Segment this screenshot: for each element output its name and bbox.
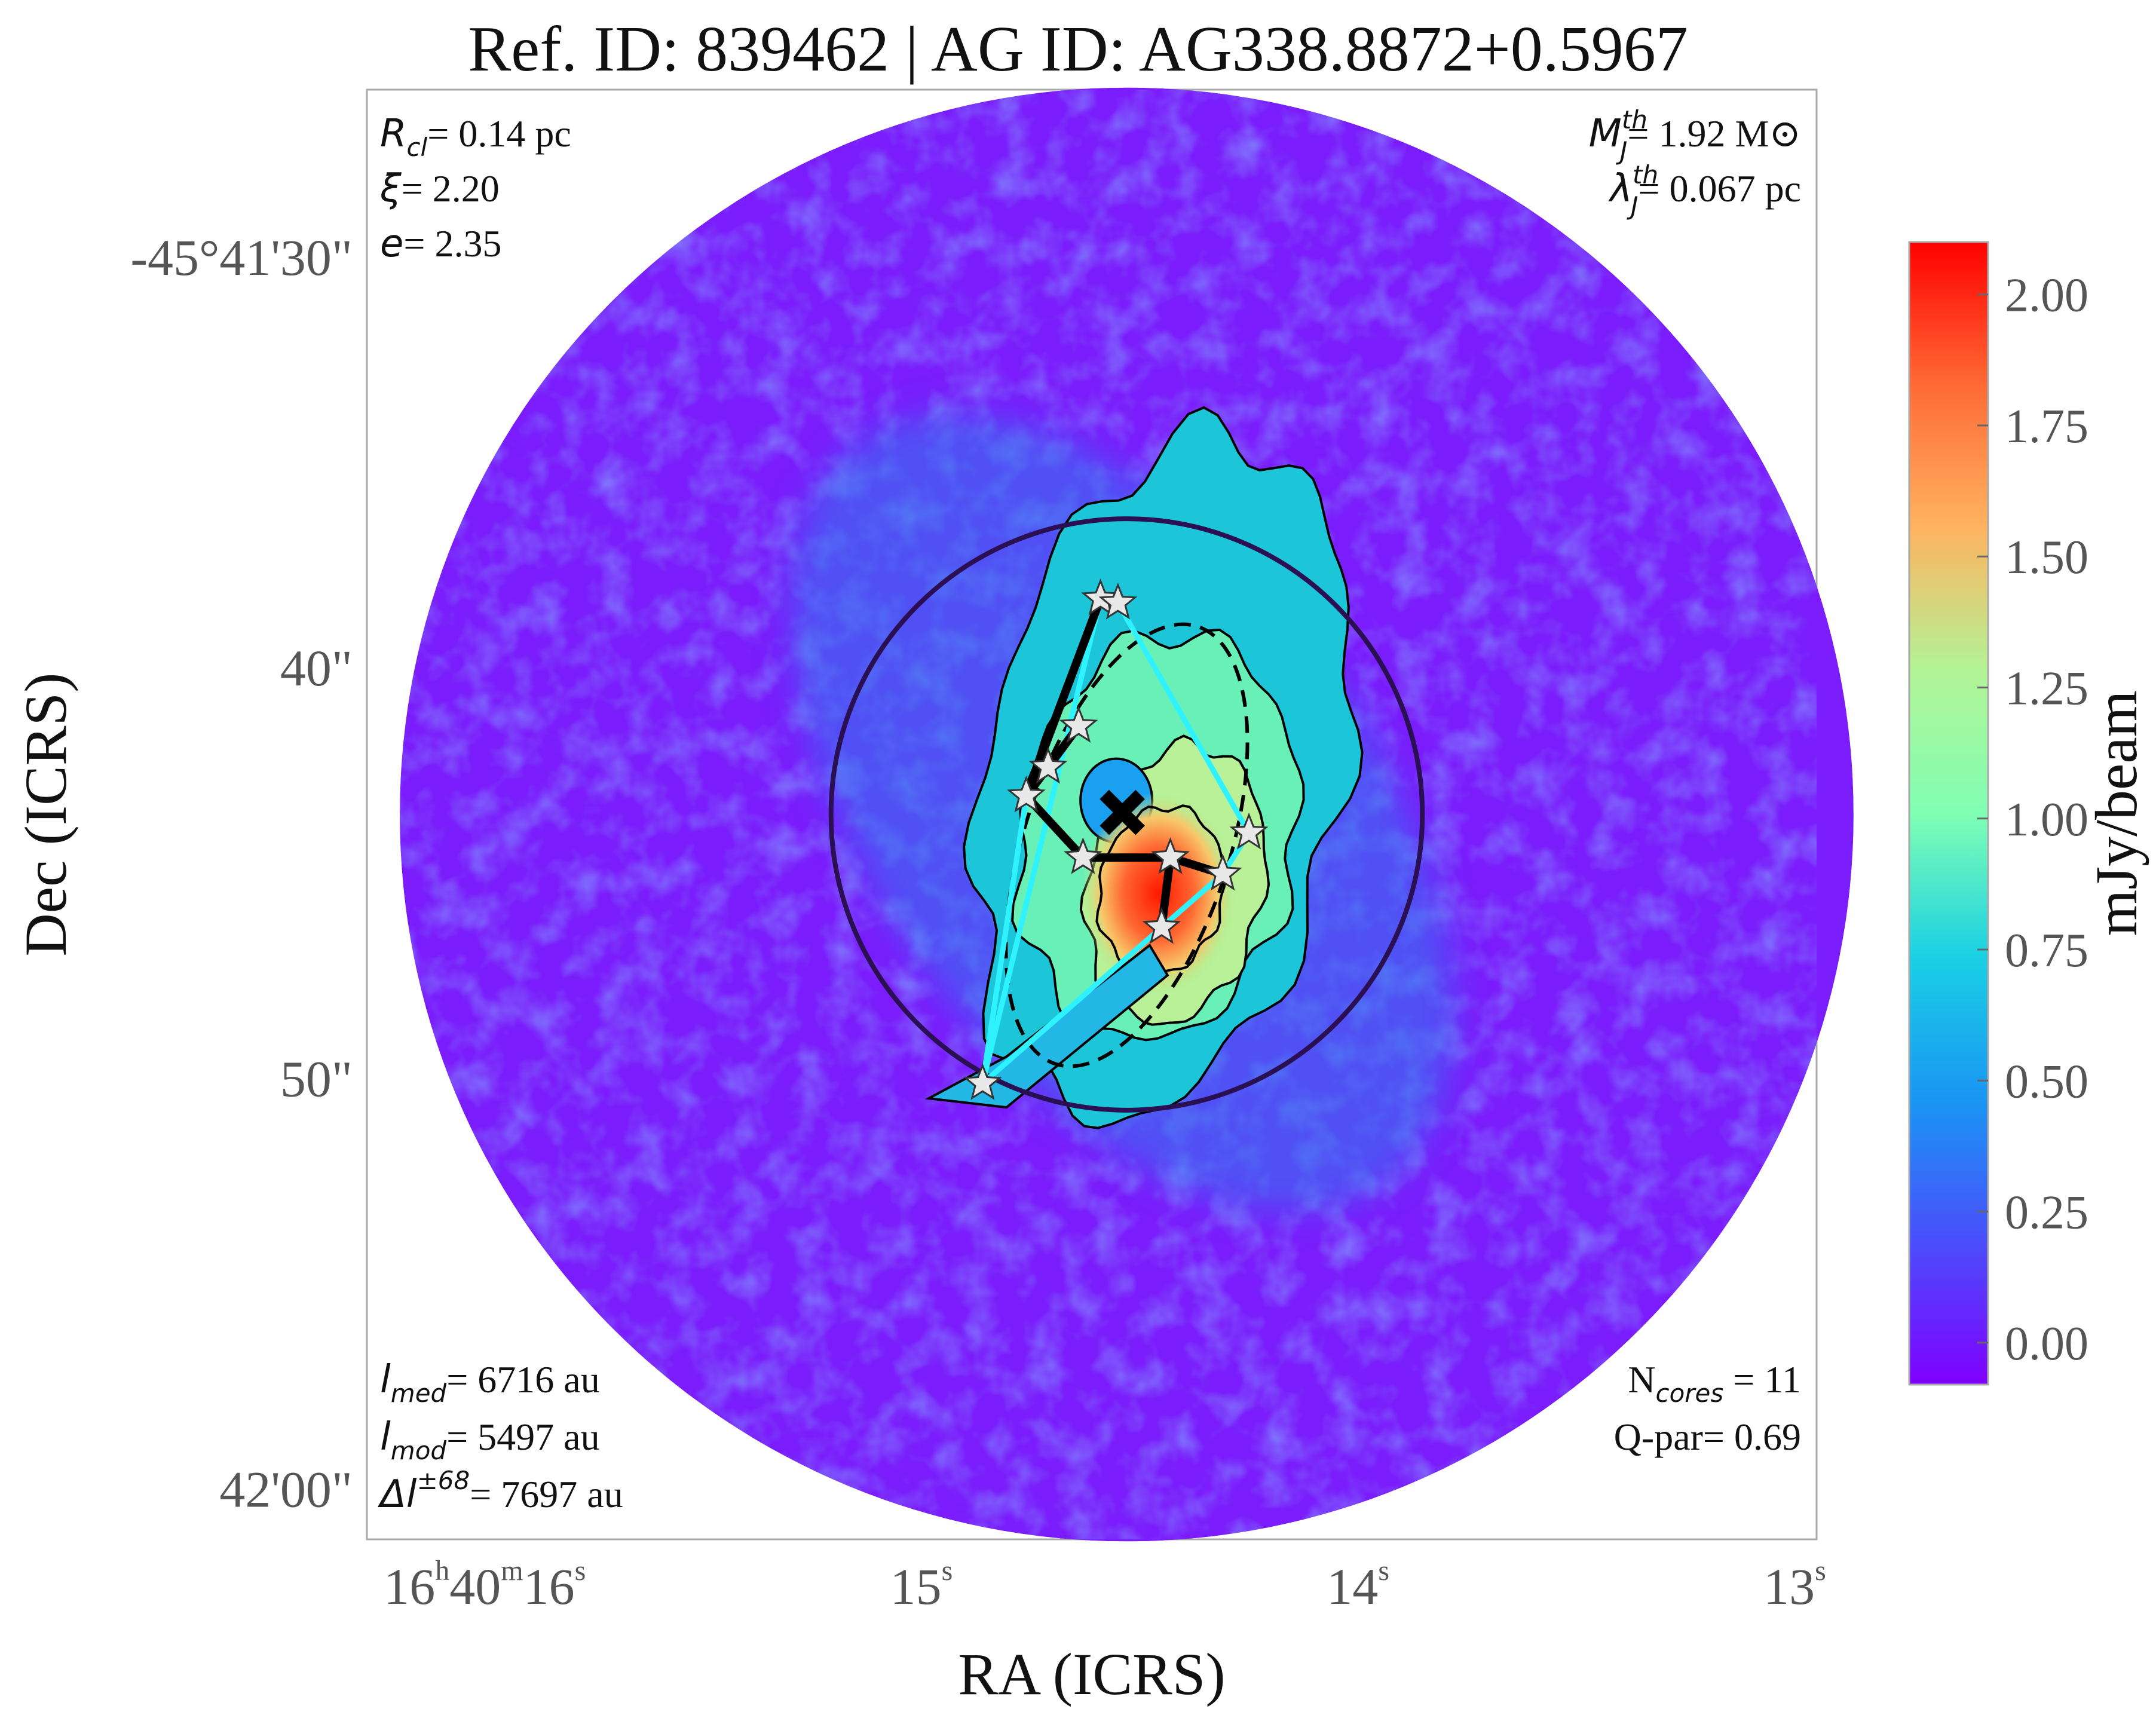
x-tick-label: 15s (890, 1555, 953, 1615)
x-tick-1: 15s (890, 1555, 953, 1615)
y-axis-ticks: -45°41'30" 40" 50" 42'00" (130, 229, 353, 1518)
hull-edge-11-5 (979, 793, 1029, 1086)
annotation-top-left: Rcl= 0.14 pc ξ= 2.20 e= 2.35 (379, 112, 571, 266)
core-star-2 (1098, 583, 1138, 620)
colorbar-tick-label-8: 2.00 (2005, 270, 2088, 322)
annotation-bl-2: Δl±68= 7697 au (377, 1466, 623, 1517)
core-star-6 (1064, 837, 1102, 874)
y-tick-label-3: 42'00" (219, 1461, 353, 1518)
hull-edge-2-8 (1115, 600, 1252, 836)
x-tick-label: 14s (1327, 1555, 1389, 1615)
x-tick-2: 14s (1327, 1555, 1389, 1615)
colorbar-label: mJy/beam (2083, 690, 2149, 936)
colorbar-tick-label-1: 0.25 (2005, 1187, 2088, 1239)
colorbar-ticks: 0.00 0.25 0.50 0.75 1.00 1.25 1.50 1.75 2.00 (1977, 270, 2088, 1370)
annotation-bl-0: lmed= 6716 au (380, 1358, 600, 1408)
cluster-radius-circle (828, 516, 1425, 1113)
x-axis-ticks: 16h40m16s 15s 14s 13s (384, 1555, 1826, 1615)
core-star-3 (1059, 706, 1098, 743)
annotation-bottom-right: Ncores = 11 Q-par= 0.69 (1614, 1358, 1801, 1458)
core-star-8 (1229, 812, 1269, 850)
y-tick-label-0: -45°41'30" (130, 229, 353, 286)
colorbar (1908, 241, 1989, 1386)
colorbar-tick-label-4: 1.00 (2005, 794, 2088, 846)
core-star-4 (1028, 746, 1068, 784)
colorbar-tick-label-7: 1.75 (2005, 400, 2088, 453)
core-star-7 (1151, 837, 1190, 874)
centroid-x (1100, 789, 1145, 835)
annotation-tr-0: Mth J= 1.92 M⊙ (1589, 105, 1801, 166)
core-star-9 (1203, 853, 1242, 891)
annotation-bl-1: lmod= 5497 au (380, 1415, 600, 1465)
y-tick-label-1: 40" (280, 639, 353, 697)
y-axis-label: Dec (ICRS) (13, 673, 79, 957)
annotation-tl-2: e= 2.35 (380, 222, 501, 266)
colorbar-tick-label-3: 0.75 (2005, 924, 2088, 977)
annotation-br-0: Ncores = 11 (1628, 1358, 1801, 1408)
colorbar-tick-label-0: 0.00 (2005, 1318, 2088, 1370)
hull-edge-9-10 (1159, 871, 1226, 930)
x-tick-3: 13s (1763, 1555, 1826, 1615)
core-markers (963, 578, 1269, 1100)
core-star-11 (963, 1063, 1002, 1100)
centroid-marker (1100, 789, 1145, 835)
colorbar-tick-label-5: 1.25 (2005, 663, 2088, 715)
annotation-br-1: Q-par= 0.69 (1614, 1416, 1801, 1458)
chart-title: Ref. ID: 839462 | AG ID: AG338.8872+0.59… (468, 14, 1688, 85)
x-tick-0: 16h40m16s (384, 1555, 586, 1615)
colorbar-tick-label-6: 1.50 (2005, 531, 2088, 584)
hull-edge-10-11 (979, 924, 1165, 1086)
y-tick-label-2: 50" (280, 1050, 353, 1107)
annotation-tl-1: ξ= 2.20 (379, 167, 500, 211)
core-star-5 (1006, 775, 1046, 813)
x-tick-label: 16h40m16s (384, 1555, 586, 1615)
x-tick-label: 13s (1763, 1555, 1826, 1615)
emission-peak (1080, 792, 1236, 996)
annotation-tr-1: λth J= 0.067 pc (1608, 160, 1801, 221)
emission-contour-peak (1095, 804, 1227, 976)
annotation-tl-0: Rcl= 0.14 pc (380, 112, 571, 162)
annotation-top-right: Mth J= 1.92 M⊙λth J= 0.067 pc (1589, 105, 1801, 221)
colorbar-tick-label-2: 0.50 (2005, 1055, 2088, 1108)
hull-edge-1-11 (979, 596, 1104, 1086)
x-axis-label: RA (ICRS) (958, 1641, 1225, 1707)
core-star-10 (1142, 907, 1181, 944)
